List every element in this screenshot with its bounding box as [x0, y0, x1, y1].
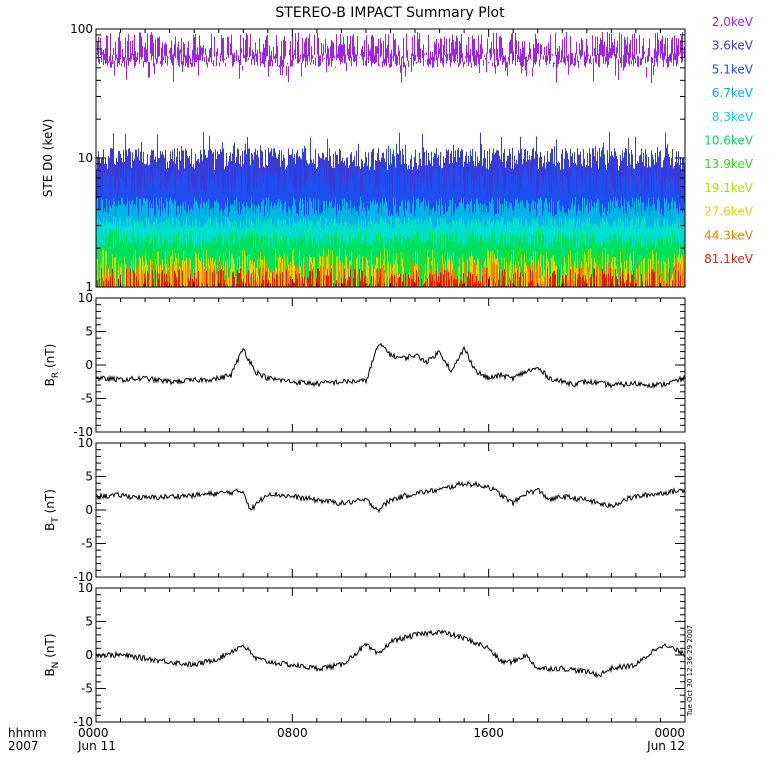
y-tick-label: -5 [81, 537, 93, 551]
y-tick-label: 100 [70, 22, 93, 36]
y-tick-label: -10 [73, 715, 93, 729]
legend-entry-13.9keV: 13.9keV [704, 157, 754, 171]
legend-entry-27.6keV: 27.6keV [704, 205, 754, 219]
panel-4: 10 5 0 -5 -10 BN (nT) [43, 581, 686, 729]
plot-title: STEREO-B IMPACT Summary Plot [275, 5, 505, 21]
y-tick-label: -5 [81, 682, 93, 696]
y-tick-label: 5 [85, 470, 93, 484]
legend-entry-6.7keV: 6.7keV [712, 86, 754, 100]
y-axis-label: BT (nT) [43, 489, 61, 531]
y-tick-label: 10 [78, 581, 93, 595]
legend-entry-8.3keV: 8.3keV [712, 110, 754, 124]
y-tick-label: 10 [78, 151, 93, 165]
series-2.0keV [96, 31, 685, 83]
y-tick-label: 5 [85, 325, 93, 339]
year-label: 2007 [8, 739, 39, 753]
y-tick-label: 5 [85, 615, 93, 629]
y-axis-label: STE D0 (keV) [41, 119, 55, 198]
series-81.1keV-bars [97, 268, 681, 287]
y-tick-label: 0 [85, 648, 93, 662]
panel-3: 10 5 0 -5 -10 BT (nT) [43, 436, 686, 584]
y-tick-label: -10 [73, 425, 93, 439]
legend-entry-2.0keV: 2.0keV [712, 15, 754, 29]
x-date-label: Jun 12 [646, 739, 685, 753]
x-tick-label: 1600 [473, 726, 504, 740]
series-line-1 [95, 629, 686, 679]
x-tick-label: 0800 [277, 726, 308, 740]
y-tick-label: 10 [78, 291, 93, 305]
series-line-1 [95, 342, 686, 390]
x-date-label: Jun 11 [77, 739, 116, 753]
y-tick-label: -5 [81, 392, 93, 406]
series-2.0keV-bars [96, 31, 685, 83]
panel-frame [95, 587, 686, 723]
legend-entry-44.3keV: 44.3keV [704, 228, 754, 242]
x-tick-label: 0000 [78, 726, 109, 740]
y-tick-label: 10 [78, 436, 93, 450]
panel-frame [95, 442, 686, 578]
series-81.1keV [97, 268, 681, 287]
y-tick-label: -10 [73, 570, 93, 584]
legend-entry-10.6keV: 10.6keV [704, 134, 754, 148]
panel-1: 1 10 100 STE D0 (keV) [41, 22, 686, 294]
panel-2: 10 5 0 -5 -10 BR (nT) [43, 291, 686, 439]
y-tick-label: 0 [85, 358, 93, 372]
timestamp-stamp: Tue Oct 30 12:36:29 2007 [686, 624, 694, 716]
y-tick-label: 1 [85, 280, 93, 294]
panel-frame [95, 297, 686, 433]
y-axis-label: BN (nT) [43, 633, 61, 676]
x-tick-label: 0000 [654, 726, 685, 740]
legend-entry-81.1keV: 81.1keV [704, 252, 754, 266]
legend-entry-19.1keV: 19.1keV [704, 181, 754, 195]
hhmm-label: hhmm [8, 726, 47, 740]
y-axis-label: BR (nT) [43, 344, 61, 387]
y-tick-label: 0 [85, 503, 93, 517]
series-line-1 [95, 480, 686, 514]
legend-entry-5.1keV: 5.1keV [712, 62, 754, 76]
energy-legend: 2.0keV 3.6keV 5.1keV 6.7keV 8.3keV 10.6keV 13.… [704, 15, 754, 266]
legend-entry-3.6keV: 3.6keV [712, 39, 754, 53]
spectrogram-series [96, 31, 685, 287]
